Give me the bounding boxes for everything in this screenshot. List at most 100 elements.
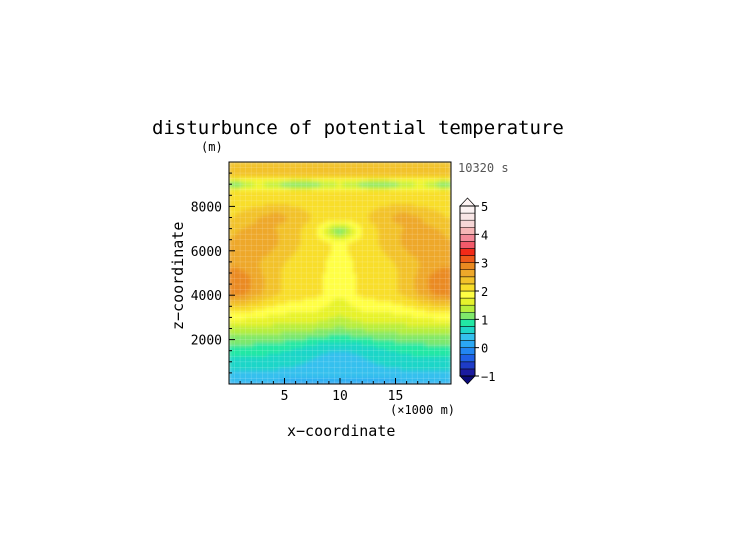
field-cell [320,208,324,213]
field-cell [242,369,247,374]
field-cell [392,169,396,174]
field-cell [400,375,405,379]
field-cell [347,225,352,230]
field-cell [245,255,249,260]
field-cell [370,230,374,235]
field-cell [328,325,333,329]
field-cell [372,250,377,255]
field-cell [231,219,236,224]
field-cell [347,214,352,218]
field-cell [253,283,258,288]
field-cell [311,186,316,191]
field-cell [278,297,283,302]
field-cell [356,325,360,329]
field-cell [392,180,396,185]
field-cell [383,364,388,368]
field-cell [284,294,288,299]
field-cell [286,330,291,335]
field-cell [253,189,258,194]
field-cell [375,258,380,263]
field-cell [370,264,374,268]
field-cell [375,319,380,324]
field-cell [361,344,366,349]
field-cell [333,291,338,296]
field-cell [345,239,349,243]
field-cell [281,347,285,352]
field-cell [234,330,238,335]
field-cell [370,172,374,177]
field-cell [331,322,335,327]
field-cell [236,364,241,368]
field-cell [289,316,294,321]
field-cell [383,186,388,191]
field-cell [378,172,383,177]
field-cell [342,336,347,341]
field-cell [253,180,258,185]
field-cell [331,219,335,224]
field-cell [400,336,405,341]
field-cell [350,264,355,268]
field-cell [378,330,383,335]
field-cell [247,253,252,257]
field-cell [361,169,366,174]
field-cell [370,358,374,363]
field-cell [259,366,263,371]
field-cell [345,205,349,210]
field-cell [320,214,324,218]
field-cell [300,253,305,257]
field-cell [275,247,280,252]
field-cell [364,305,369,310]
field-cell [367,372,372,377]
field-cell [350,208,355,213]
field-cell [256,236,261,241]
field-cell [339,219,344,224]
field-cell [295,272,299,277]
field-cell [375,217,380,221]
field-cell [259,369,263,374]
field-cell [347,269,352,274]
field-cell [234,205,238,210]
field-cell [367,203,372,207]
field-cell [236,355,241,360]
field-cell [311,266,316,271]
field-cell [345,258,349,263]
field-cell [303,311,308,316]
field-cell [267,233,272,238]
field-cell [289,239,294,243]
field-cell [320,361,324,366]
field-cell [229,294,233,299]
field-cell [278,294,283,299]
field-cell [278,380,283,384]
field-cell [333,361,338,366]
field-cell [256,278,261,282]
field-cell [289,372,294,377]
field-cell [364,244,369,249]
field-cell [339,358,344,363]
field-cell [317,233,322,238]
field-cell [250,377,255,382]
field-cell [242,366,247,371]
field-cell [320,258,324,263]
field-cell [267,350,272,354]
field-cell [325,244,330,249]
field-cell [253,228,258,232]
field-cell [378,280,383,285]
field-cell [322,366,327,371]
field-cell [383,278,388,282]
field-cell [333,333,338,338]
field-cell [303,325,308,329]
field-cell [333,377,338,382]
field-cell [378,228,383,232]
field-cell [320,192,324,196]
field-cell [256,197,261,202]
field-cell [236,283,241,288]
field-cell [364,339,369,343]
field-cell [256,291,261,296]
field-cell [395,375,399,379]
field-cell [270,308,274,313]
field-cell [386,369,391,374]
field-cell [272,283,277,288]
field-cell [256,352,261,357]
field-cell [239,272,244,277]
field-cell [270,178,274,182]
